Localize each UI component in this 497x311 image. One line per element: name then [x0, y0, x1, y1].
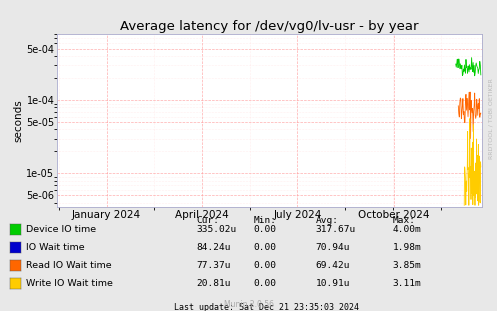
Text: Min:: Min: — [253, 216, 276, 225]
Title: Average latency for /dev/vg0/lv-usr - by year: Average latency for /dev/vg0/lv-usr - by… — [120, 20, 419, 33]
Text: 77.37u: 77.37u — [196, 261, 231, 270]
Text: Max:: Max: — [393, 216, 415, 225]
Text: RRDTOOL / TOBI OETIKER: RRDTOOL / TOBI OETIKER — [488, 78, 493, 159]
Text: Avg:: Avg: — [316, 216, 338, 225]
Text: Cur:: Cur: — [196, 216, 219, 225]
Text: 1.98m: 1.98m — [393, 243, 421, 252]
Y-axis label: seconds: seconds — [13, 99, 23, 142]
Text: 10.91u: 10.91u — [316, 279, 350, 288]
Text: Write IO Wait time: Write IO Wait time — [26, 279, 113, 288]
Text: Device IO time: Device IO time — [26, 225, 96, 234]
Text: 0.00: 0.00 — [253, 243, 276, 252]
Text: 84.24u: 84.24u — [196, 243, 231, 252]
Text: Munin 2.0.56: Munin 2.0.56 — [224, 300, 273, 309]
Text: Read IO Wait time: Read IO Wait time — [26, 261, 111, 270]
Text: 317.67u: 317.67u — [316, 225, 356, 234]
Text: Last update: Sat Dec 21 23:35:03 2024: Last update: Sat Dec 21 23:35:03 2024 — [174, 303, 359, 311]
Text: 0.00: 0.00 — [253, 225, 276, 234]
Text: 3.11m: 3.11m — [393, 279, 421, 288]
Text: 335.02u: 335.02u — [196, 225, 237, 234]
Text: 3.85m: 3.85m — [393, 261, 421, 270]
Text: 0.00: 0.00 — [253, 279, 276, 288]
Text: 4.00m: 4.00m — [393, 225, 421, 234]
Text: 0.00: 0.00 — [253, 261, 276, 270]
Text: 20.81u: 20.81u — [196, 279, 231, 288]
Text: IO Wait time: IO Wait time — [26, 243, 84, 252]
Text: 70.94u: 70.94u — [316, 243, 350, 252]
Text: 69.42u: 69.42u — [316, 261, 350, 270]
